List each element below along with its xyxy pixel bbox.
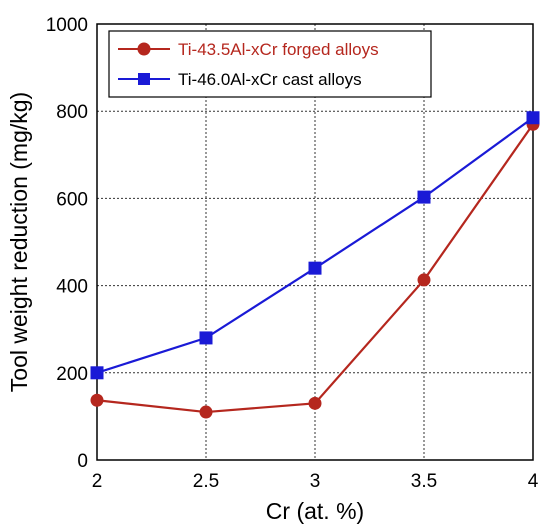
data-point [90,393,104,407]
x-axis-ticks: 2 2.5 3 3.5 4 [92,471,539,492]
x-tick-label: 2 [92,471,103,492]
data-point [90,366,104,380]
legend-marker-forged [137,42,151,56]
data-point [199,331,213,345]
legend-label-forged: Ti-43.5Al-xCr forged alloys [178,40,379,59]
legend-box [108,30,432,98]
y-axis-title: Tool weight reduction (mg/kg) [6,92,32,392]
x-tick-label: 4 [528,471,539,492]
y-tick-label: 1000 [46,15,88,36]
data-point [308,396,322,410]
legend-marker-cast [138,73,150,85]
y-tick-label: 400 [56,277,88,298]
plot-frame [96,23,534,461]
legend-label-cast: Ti-46.0Al-xCr cast alloys [178,70,362,89]
x-tick-label: 3 [310,471,321,492]
data-point [526,111,540,125]
data-point [417,273,431,287]
x-tick-label: 3.5 [411,471,437,492]
x-axis-title: Cr (at. %) [266,498,364,524]
series-layer [90,111,540,419]
legend: Ti-43.5Al-xCr forged alloys Ti-46.0Al-xC… [108,30,432,98]
y-axis-ticks: 0 200 400 600 800 1000 [46,15,88,472]
data-point [199,405,213,419]
x-tick-label: 2.5 [193,471,219,492]
y-tick-label: 800 [56,102,88,123]
data-point [417,190,431,204]
data-point [308,261,322,275]
y-tick-label: 600 [56,189,88,210]
y-tick-label: 0 [77,451,88,472]
y-tick-label: 200 [56,364,88,385]
series-1 [90,111,540,380]
